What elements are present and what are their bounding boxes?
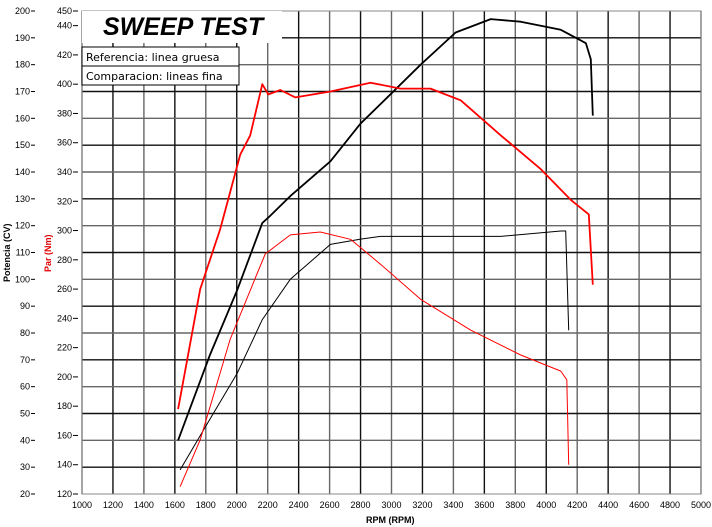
torque-tick-label: 440 [57, 21, 72, 31]
power-tick-label: 80 [20, 328, 30, 338]
series-lines [177, 18, 594, 487]
x-tick-label: 3200 [412, 500, 432, 510]
x-tick-label: 1800 [196, 500, 216, 510]
power-tick-label: 50 [20, 409, 30, 419]
x-tick-label: 2800 [351, 500, 371, 510]
x-tick-label: 4200 [567, 500, 587, 510]
torque-tick-label: 260 [57, 284, 72, 294]
legend: Referencia: linea gruesa Comparacion: li… [81, 46, 240, 86]
x-tick-label: 2200 [258, 500, 278, 510]
torque-tick-label: 180 [57, 401, 72, 411]
power-tick-label: 180 [15, 60, 30, 70]
torque-tick-label: 360 [57, 138, 72, 148]
x-tick-label: 1000 [72, 500, 92, 510]
series-line-0 [177, 18, 594, 441]
power-tick-label: 90 [20, 301, 30, 311]
torque-tick-label: 220 [57, 343, 72, 353]
power-tick-label: 30 [20, 462, 30, 472]
power-tick-label: 200 [15, 6, 30, 16]
power-tick-label: 70 [20, 355, 30, 365]
x-tick-label: 1600 [165, 500, 185, 510]
chart-title: SWEEP TEST [103, 13, 266, 41]
power-tick-label: 120 [15, 221, 30, 231]
power-tick-label: 150 [15, 140, 30, 150]
grid [81, 11, 702, 494]
x-tick-label: 3600 [474, 500, 494, 510]
power-tick-label: 170 [15, 87, 30, 97]
power-tick-label: 100 [15, 274, 30, 284]
series-line-1 [177, 81, 594, 410]
legend-box-comparison [81, 65, 240, 86]
x-tick-label: 3800 [505, 500, 525, 510]
x-tick-label: 1200 [103, 500, 123, 510]
series-line-2 [179, 230, 570, 471]
x-tick-label: 4600 [629, 500, 649, 510]
x-axis-label: RPM (RPM) [366, 515, 415, 525]
x-tick-label: 4800 [660, 500, 680, 510]
torque-tick-label: 450 [57, 6, 72, 16]
torque-tick-label: 300 [57, 226, 72, 236]
torque-tick-label: 200 [57, 372, 72, 382]
legend-reference: Referencia: linea gruesa [86, 51, 219, 64]
power-tick-label: 130 [15, 194, 30, 204]
torque-tick-label: 160 [57, 430, 72, 440]
power-tick-label: 190 [15, 33, 30, 43]
x-tick-label: 2400 [289, 500, 309, 510]
y-axis-label-power: Potencia (CV) [2, 223, 12, 282]
torque-tick-label: 120 [57, 489, 72, 499]
power-tick-label: 110 [16, 248, 30, 258]
x-tick-label: 3000 [381, 500, 401, 510]
x-tick-label: 4400 [598, 500, 618, 510]
power-tick-label: 40 [20, 435, 30, 445]
legend-comparison: Comparacion: lineas fina [86, 70, 223, 83]
y-axis-label-torque: Par (Nm) [43, 234, 53, 272]
power-tick-label: 20 [20, 489, 30, 499]
x-tick-label: 5000 [691, 500, 711, 510]
x-tick-label: 3400 [443, 500, 463, 510]
torque-tick-label: 320 [57, 196, 72, 206]
title-box [82, 11, 282, 43]
series-line-3 [179, 231, 570, 487]
torque-tick-label: 420 [57, 50, 72, 60]
axis-ticks: 1000 1200 1400 1600 1800 2000 2200 2400 2600 2800… [15, 6, 711, 510]
x-tick-label: 1400 [134, 500, 154, 510]
torque-tick-label: 140 [57, 460, 72, 470]
torque-tick-label: 380 [57, 108, 72, 118]
x-tick-label: 4000 [536, 500, 556, 510]
plot-frame [81, 10, 702, 495]
torque-tick-label: 240 [57, 313, 72, 323]
power-tick-label: 60 [20, 382, 30, 392]
power-tick-label: 160 [15, 113, 30, 123]
x-tick-label: 2000 [227, 500, 247, 510]
torque-tick-label: 340 [57, 167, 72, 177]
x-tick-label: 2600 [320, 500, 340, 510]
torque-tick-label: 280 [57, 255, 72, 265]
power-tick-label: 140 [15, 167, 30, 177]
torque-tick-label: 400 [57, 79, 72, 89]
